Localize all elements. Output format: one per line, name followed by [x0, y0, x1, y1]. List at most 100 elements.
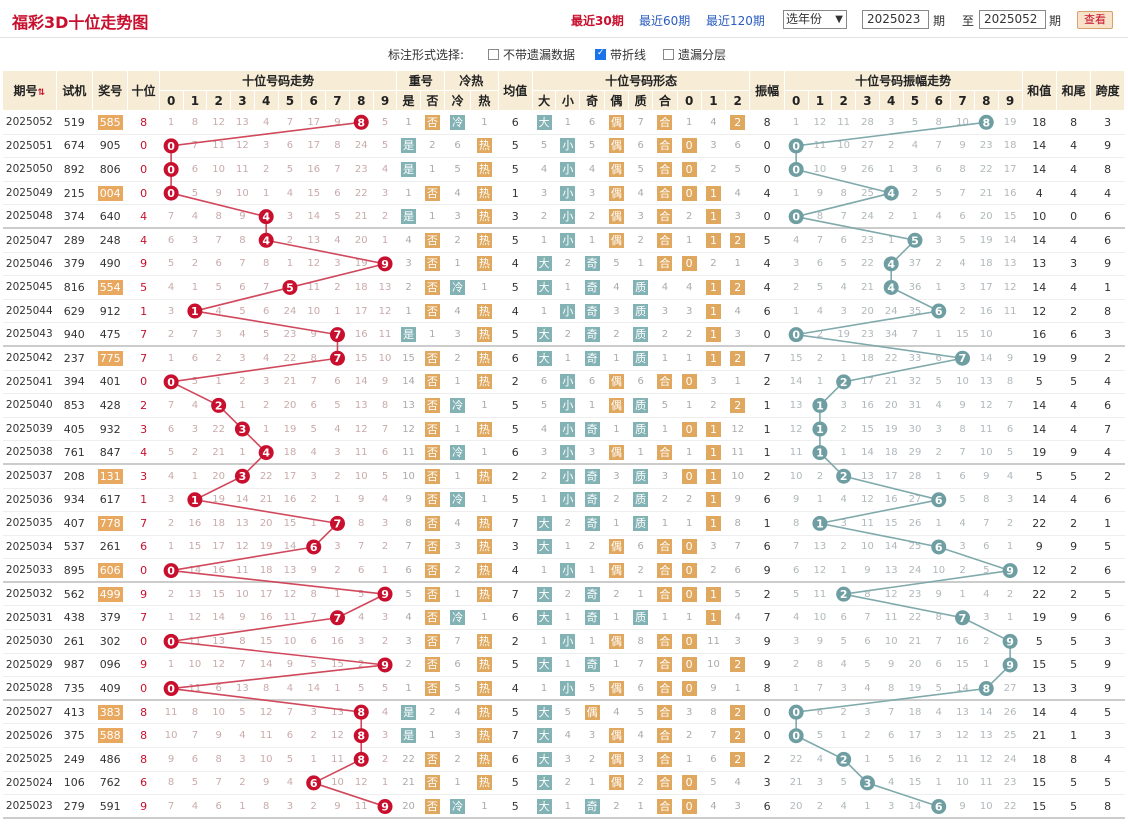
- hotcold-tag: 热: [476, 350, 492, 366]
- from-issue-input[interactable]: 2025023: [862, 10, 929, 29]
- link-recent-60[interactable]: 最近60期: [639, 14, 691, 28]
- amp-trend-cell: 3: [950, 535, 975, 560]
- shape-cell: 3: [628, 747, 653, 772]
- amp-cell: 2: [749, 370, 785, 395]
- shape-tag: 0: [681, 421, 697, 437]
- award-cell: 806: [92, 157, 128, 182]
- checkbox-polyline[interactable]: [595, 48, 606, 60]
- ten-cell: 7: [127, 605, 160, 631]
- sum-cell: 15: [1022, 653, 1057, 678]
- amp-trend-cell: 14: [950, 676, 975, 702]
- hotcold-tag: 热: [476, 775, 492, 791]
- hotcold-cell: 冷: [444, 440, 471, 466]
- shape-tag: 偶: [608, 185, 624, 201]
- amp-trend-cell: 7: [808, 228, 832, 253]
- link-recent-120[interactable]: 最近120期: [706, 14, 765, 28]
- shape-sub-header: 小: [555, 90, 581, 111]
- sort-icon[interactable]: ⇅: [37, 88, 46, 98]
- top-bar: 福彩3D十位走势图 最近30期 最近60期 最近120期 选年份 ▼ 202502…: [0, 0, 1128, 38]
- shape-cell: 7: [628, 110, 653, 135]
- shape-cell: 1: [701, 582, 726, 607]
- year-select[interactable]: 选年份 ▼: [783, 10, 847, 29]
- repeat-cell: 否: [420, 629, 445, 654]
- table-row: 2025049 215 004 0 5 9 10 1 4 15 6 22 3 1 否 4 热 1 3 小 3 偶 4 合 0 1 4…: [2, 181, 1125, 206]
- amp-trend-cell: 15: [855, 417, 880, 442]
- trend-cell: 10: [230, 582, 255, 607]
- ten-cell: 8: [127, 747, 160, 772]
- to-issue-input[interactable]: 2025052: [979, 10, 1046, 29]
- shape-cell: 4: [628, 723, 653, 749]
- link-recent-30[interactable]: 最近30期: [571, 14, 624, 28]
- trend-cell: 12: [349, 771, 374, 796]
- amp-trend-cell: 32: [903, 370, 927, 395]
- shape-cell: 2: [532, 204, 556, 230]
- amp-trend-cell: 12: [808, 110, 832, 135]
- amp-trend-cell: 12: [950, 723, 975, 749]
- shape-cell: 奇: [579, 794, 605, 820]
- amp-trend-cell: 10: [974, 440, 999, 466]
- amp-cell: 9: [749, 558, 785, 584]
- checkbox-no-miss[interactable]: [488, 49, 499, 60]
- option-no-miss[interactable]: 不带遗漏数据: [488, 46, 575, 63]
- amp-cell: 0: [749, 204, 785, 230]
- repeat-tag: 是: [401, 161, 417, 177]
- shape-cell: 1: [701, 204, 726, 230]
- shape-tag: 合: [657, 657, 673, 673]
- col-issue-header[interactable]: 期号⇅: [2, 70, 57, 111]
- sum-cell: 19: [1022, 605, 1057, 631]
- amp-trend-cell: 3: [808, 771, 832, 796]
- amp-trend-cell: 5: [784, 582, 809, 607]
- shape-tag: 合: [657, 161, 673, 177]
- shape-tag: 奇: [584, 421, 600, 437]
- shape-tag: 1: [705, 208, 721, 224]
- trend-cell: 11: [183, 676, 207, 702]
- trend-digit-header: 3: [230, 90, 255, 111]
- amp-cell: 0: [749, 700, 785, 725]
- trend-cell: 3: [373, 181, 397, 206]
- option-miss-layer[interactable]: 遗漏分层: [663, 46, 726, 63]
- avg-cell: 4: [498, 676, 533, 702]
- amp-trend-cell: 26: [903, 511, 927, 536]
- hotcold-cell: 热: [470, 747, 499, 772]
- shape-cell: 1: [579, 228, 605, 253]
- shape-cell: 3: [701, 134, 726, 159]
- amp-trend-cell: 9: [831, 157, 856, 182]
- trend-cell: 1: [183, 464, 207, 489]
- test-cell: 940: [56, 322, 93, 348]
- amp-trend-cell: 2: [831, 417, 856, 442]
- table-row: 2025028 735 409 0 11 6 13 8 4 14 1 5 5 1 否 5 热 4 1 小 5 偶 6 合 0 9 1…: [2, 676, 1125, 702]
- trend-digit-header: 4: [253, 90, 279, 111]
- shape-cell: 大: [532, 700, 556, 725]
- trend-cell: 2: [373, 747, 397, 772]
- amp-trend-cell: 4: [831, 794, 856, 820]
- ten-cell: 8: [127, 700, 160, 725]
- award-number: 248: [99, 234, 121, 248]
- shape-tag: 0: [681, 562, 697, 578]
- trend-cell: 11: [349, 794, 374, 820]
- option-polyline[interactable]: 带折线: [595, 46, 646, 63]
- amp-trend-cell: 3: [998, 488, 1023, 513]
- shape-cell: 4: [725, 181, 750, 206]
- trend-cell: 6: [349, 558, 374, 584]
- shape-tag: 1: [705, 444, 721, 460]
- shape-cell: 0: [677, 794, 702, 820]
- test-cell: 934: [56, 488, 93, 513]
- trend-cell: 8: [183, 110, 207, 135]
- amp-cell: 4: [749, 275, 785, 300]
- shape-cell: 0: [677, 771, 702, 796]
- repeat-cell: 8: [396, 511, 421, 536]
- span-cell: 8: [1090, 299, 1125, 324]
- shape-cell: 1: [677, 393, 702, 418]
- checkbox-miss-layer[interactable]: [663, 49, 674, 60]
- avg-cell: 1: [498, 181, 533, 206]
- trend-cell: 12: [325, 723, 350, 749]
- trend-cell: 15: [278, 511, 302, 536]
- test-cell: 249: [56, 747, 93, 772]
- shape-tag: 小: [560, 492, 576, 508]
- query-button[interactable]: 查看: [1077, 11, 1113, 29]
- amp-cell: 0: [749, 322, 785, 348]
- shape-cell: 4: [725, 771, 750, 796]
- trend-cell: 5: [183, 370, 207, 395]
- sum-cell: 5: [1022, 629, 1057, 654]
- trend-cell: 8: [254, 676, 279, 702]
